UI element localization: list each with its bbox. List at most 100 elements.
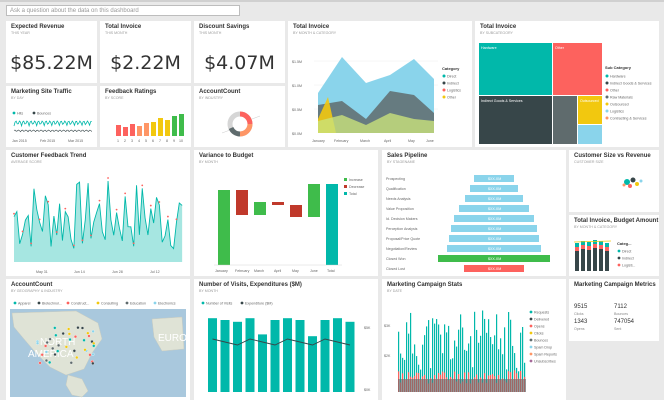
svg-text:Apparel: Apparel (18, 301, 31, 305)
campaign-bar (490, 337, 492, 392)
metric-label: Clicks (574, 312, 584, 316)
campaign-bar (408, 333, 410, 392)
feedback-trend-tile[interactable]: Customer Feedback Trend AVERAGE SCORE Ma… (6, 150, 190, 276)
svg-text:Jun 28: Jun 28 (112, 270, 123, 274)
campaign-bar (468, 343, 470, 392)
svg-text:Contracting & Services: Contracting & Services (610, 117, 647, 121)
svg-text:10: 10 (179, 139, 183, 143)
tile-title: Variance to Budget (199, 153, 254, 159)
tile-title: Marketing Campaign Stats (387, 282, 463, 288)
account-count-tile[interactable]: AccountCount BY INDUSTRY (194, 86, 285, 147)
tile-title: Customer Feedback Trend (11, 153, 87, 159)
tile-title: Customer Size vs Revenue (574, 153, 651, 159)
svg-text:Bounces: Bounces (534, 338, 548, 342)
svg-text:$0K: $0K (364, 388, 371, 392)
scatter-chart (622, 177, 643, 188)
svg-text:Biotechnol...: Biotechnol... (42, 301, 62, 305)
kpi-expected-revenue[interactable]: Expected Revenue THIS YEAR $85.22M (6, 21, 97, 83)
svg-text:Number of Visits: Number of Visits (206, 301, 232, 305)
treemap-chart: Hardware Other Indirect Goods & Services… (479, 43, 652, 144)
campaign-bar (486, 332, 488, 392)
map-point (80, 326, 85, 330)
funnel-stage-label: Prospecting (386, 177, 405, 181)
kpi-total-invoice[interactable]: Total Invoice THIS MONTH $2.22M (100, 21, 191, 83)
map-point (44, 350, 48, 354)
kpi-subtitle: THIS MONTH (199, 31, 222, 35)
funnel-stage-label: Id. Decision Makers (386, 217, 418, 221)
campaign-metrics-tile[interactable]: Marketing Campaign Metrics 9515 Clicks 7… (569, 279, 659, 341)
tile-title: Total Invoice (480, 24, 517, 30)
campaign-bar (462, 327, 464, 392)
campaign-stats-tile[interactable]: Marketing Campaign Stats BY DATE $3K $2K… (382, 279, 566, 400)
campaign-bar (454, 340, 456, 392)
kpi-title: Discount Savings (199, 24, 250, 30)
funnel-stage-label: Qualification (386, 187, 406, 191)
map-point (48, 360, 52, 364)
svg-text:March: March (254, 269, 264, 273)
trend-point (158, 201, 161, 203)
sales-pipeline-tile[interactable]: Sales Pipeline BY STAGENAME Prospecting $… (382, 150, 566, 276)
svg-text:Logistics: Logistics (610, 110, 624, 114)
visits-bar (220, 320, 230, 392)
svg-text:Decrease: Decrease (349, 185, 364, 189)
metric-value: 7112 (614, 304, 627, 310)
map-point (82, 338, 86, 342)
svg-text:NORTH: NORTH (40, 337, 75, 348)
tile-subtitle: BY MONTH (199, 160, 218, 164)
metric-label: Bounces (614, 312, 628, 316)
donut-chart (221, 111, 261, 137)
campaign-bar (480, 335, 482, 392)
total-invoice-area-tile[interactable]: Total Invoice BY MONTH & CATEGORY $1.5M … (288, 21, 472, 147)
map-point (86, 331, 90, 335)
tile-title: AccountCount (199, 89, 241, 95)
site-traffic-tile[interactable]: Marketing Site Traffic BY DAY Hits Bounc… (6, 86, 97, 147)
budget-amount-tile[interactable]: Total Invoice, Budget Amount BY MONTH & … (569, 215, 659, 276)
qa-search-input[interactable]: Ask a question about the data on this da… (6, 5, 240, 16)
campaign-bar (496, 314, 498, 392)
tile-subtitle: BY SCORE (105, 96, 124, 100)
tile-title: Feedback Ratings (105, 89, 157, 95)
svg-text:$2K: $2K (384, 354, 391, 358)
trend-point (81, 239, 84, 242)
campaign-bar (510, 319, 512, 392)
tile-subtitle: CUSTOMER SIZE (574, 160, 604, 164)
tile-subtitle: BY GEOGRAPHY & INDUSTRY (11, 289, 63, 293)
map-tile[interactable]: AccountCount BY GEOGRAPHY & INDUSTRY App… (6, 279, 190, 400)
svg-text:Feb 2015: Feb 2015 (40, 139, 55, 143)
variance-budget-tile[interactable]: Variance to Budget BY MONTH January Febr… (194, 150, 378, 276)
series-direct-area (318, 113, 434, 133)
legend-item: Direct (447, 75, 456, 79)
campaign-bar (436, 319, 438, 392)
visits-chart: Number of Visits Expenditure ($M) $5K $0… (201, 301, 371, 392)
funnel-bar (447, 245, 541, 252)
svg-text:Outsourced: Outsourced (580, 99, 599, 103)
feedback-ratings-tile[interactable]: Feedback Ratings BY SCORE 1 2 3 4 5 6 7 … (100, 86, 191, 147)
kpi-discount-savings[interactable]: Discount Savings THIS MONTH $4.07M (194, 21, 285, 83)
svg-text:Indirect Goods & Services: Indirect Goods & Services (481, 99, 523, 103)
funnel-value: $XX.XM (488, 197, 501, 201)
funnel-stage-label: Value Proposition (386, 207, 414, 211)
tile-title: Marketing Campaign Metrics (574, 282, 656, 288)
expenditure-line (212, 338, 351, 346)
treemap-box-hardware (479, 43, 552, 95)
svg-text:Direct: Direct (622, 249, 631, 253)
map-point (75, 355, 79, 360)
funnel-bar (438, 255, 550, 262)
trend-point (55, 231, 58, 233)
svg-text:6: 6 (152, 139, 154, 143)
funnel-bar (464, 265, 524, 272)
campaign-bar (464, 349, 466, 392)
treemap-box-outsourced (578, 96, 602, 124)
size-revenue-tile[interactable]: Customer Size vs Revenue CUSTOMER SIZE (569, 150, 659, 212)
map-chart: Apparel Biotechnol... Construct... Consu… (10, 301, 187, 398)
svg-text:8: 8 (166, 139, 168, 143)
visits-tile[interactable]: Number of Visits, Expenditures ($M) BY M… (194, 279, 378, 400)
svg-text:May 31: May 31 (36, 270, 48, 274)
treemap-tile[interactable]: Total Invoice BY SUBCATEGORY Hardware Ot… (475, 21, 659, 147)
svg-text:1: 1 (117, 139, 119, 143)
campaign-bar (460, 314, 462, 392)
kpi-title: Expected Revenue (11, 24, 65, 30)
campaign-bar (400, 353, 402, 392)
x-tick: June (426, 139, 434, 143)
y-tick: $1.5M (292, 60, 302, 64)
